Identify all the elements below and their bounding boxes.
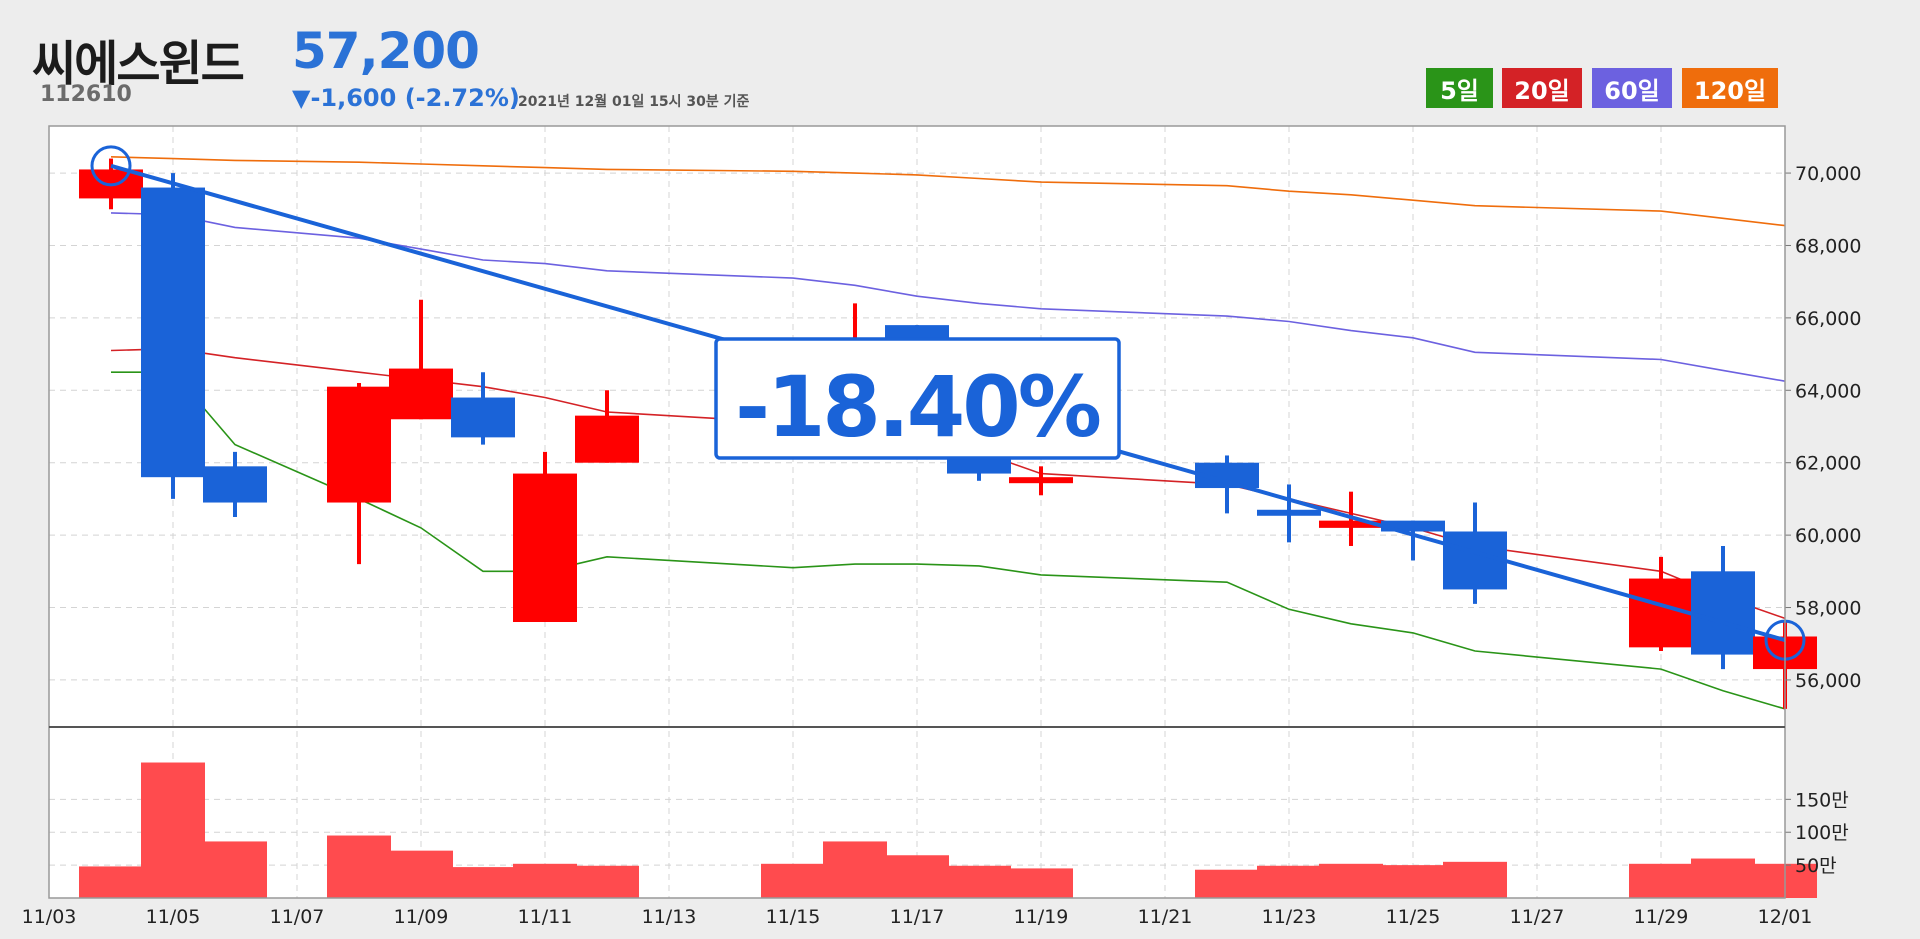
volume-bar bbox=[1195, 869, 1259, 898]
volume-bar bbox=[1691, 858, 1755, 898]
price-change: ▼-1,600 (-2.72%) bbox=[292, 84, 520, 112]
volume-bar bbox=[1381, 865, 1445, 898]
volume-tick-label: 50만 bbox=[1795, 855, 1837, 877]
trend-start-marker bbox=[90, 145, 132, 187]
volume-bar bbox=[947, 865, 1011, 898]
candle-body bbox=[1257, 509, 1321, 516]
x-tick-label: 11/27 bbox=[1510, 906, 1565, 928]
axes: 11/03 11/05 11/07 11/09 11/11 11/13 11/15 11/17… bbox=[22, 163, 1862, 928]
timestamp: 2021년 12월 01일 15시 30분 기준 bbox=[518, 94, 750, 110]
legend-ma60[interactable]: 60일 bbox=[1592, 68, 1672, 108]
current-price: 57,200 bbox=[292, 22, 480, 80]
legend-ma5[interactable]: 5일 bbox=[1426, 68, 1493, 108]
x-tick-label: 11/23 bbox=[1262, 906, 1317, 928]
x-tick-label: 11/09 bbox=[394, 906, 449, 928]
candle-body bbox=[513, 473, 577, 623]
candle-body bbox=[327, 386, 391, 503]
x-tick-label: 11/29 bbox=[1634, 906, 1689, 928]
x-tick-label: 11/03 bbox=[22, 906, 77, 928]
candle-body bbox=[203, 466, 267, 503]
candle-body bbox=[575, 415, 639, 463]
volume-bar bbox=[1443, 861, 1507, 898]
x-tick-label: 11/07 bbox=[270, 906, 325, 928]
volume-bar bbox=[575, 865, 639, 898]
volume-bar bbox=[761, 863, 825, 898]
volume-bar bbox=[141, 762, 205, 898]
y-tick-label: 64,000 bbox=[1795, 380, 1861, 402]
annotation-group: -18.40% bbox=[714, 337, 1121, 460]
candle-body bbox=[141, 187, 205, 478]
ma-line bbox=[111, 371, 1786, 710]
volume-bar bbox=[513, 863, 577, 898]
x-tick-label: 11/19 bbox=[1014, 906, 1069, 928]
x-tick-label: 11/15 bbox=[766, 906, 821, 928]
volume-bar bbox=[823, 841, 887, 898]
y-tick-label: 62,000 bbox=[1795, 453, 1861, 475]
candle-body bbox=[389, 368, 453, 420]
candle-body bbox=[1381, 520, 1445, 532]
volume-bar bbox=[327, 835, 391, 898]
legend-ma20[interactable]: 20일 bbox=[1502, 68, 1582, 108]
stock-code: 112610 bbox=[40, 82, 132, 107]
annotation-text: -18.40% bbox=[735, 358, 1100, 456]
candle-body bbox=[1009, 477, 1073, 484]
volume-bar bbox=[389, 850, 453, 898]
volume-bar bbox=[1319, 863, 1383, 898]
volume-bar bbox=[79, 866, 143, 898]
x-tick-label: 11/17 bbox=[890, 906, 945, 928]
y-tick-label: 68,000 bbox=[1795, 235, 1861, 257]
volume-bar bbox=[203, 841, 267, 898]
x-tick-label: 11/13 bbox=[642, 906, 697, 928]
ma-line bbox=[110, 156, 1786, 227]
x-tick-label: 11/11 bbox=[518, 906, 573, 928]
legend-ma120[interactable]: 120일 bbox=[1682, 68, 1778, 108]
x-tick-label: 12/01 bbox=[1758, 906, 1813, 928]
y-tick-label: 58,000 bbox=[1795, 598, 1861, 620]
candle-body bbox=[451, 397, 515, 438]
stock-name: 씨에스윈드 bbox=[32, 36, 245, 92]
x-tick-label: 11/21 bbox=[1138, 906, 1193, 928]
volume-bar bbox=[885, 855, 949, 898]
x-tick-label: 11/05 bbox=[146, 906, 201, 928]
volume-bar bbox=[1629, 863, 1693, 898]
annotation-box bbox=[714, 337, 1121, 460]
volume-bar bbox=[1009, 868, 1073, 898]
chart-border bbox=[48, 125, 1786, 899]
x-tick-label: 11/25 bbox=[1386, 906, 1441, 928]
candle-body bbox=[1443, 531, 1507, 590]
candle-body bbox=[1691, 571, 1755, 655]
y-tick-label: 66,000 bbox=[1795, 308, 1861, 330]
volume-tick-label: 150만 bbox=[1795, 789, 1849, 811]
candle-body bbox=[1319, 520, 1383, 528]
volume-bar bbox=[451, 867, 515, 898]
y-tick-label: 60,000 bbox=[1795, 525, 1861, 547]
y-tick-label: 56,000 bbox=[1795, 670, 1861, 692]
y-tick-label: 70,000 bbox=[1795, 163, 1861, 185]
volume-tick-label: 100만 bbox=[1795, 822, 1849, 844]
volume-bar bbox=[1257, 865, 1321, 898]
